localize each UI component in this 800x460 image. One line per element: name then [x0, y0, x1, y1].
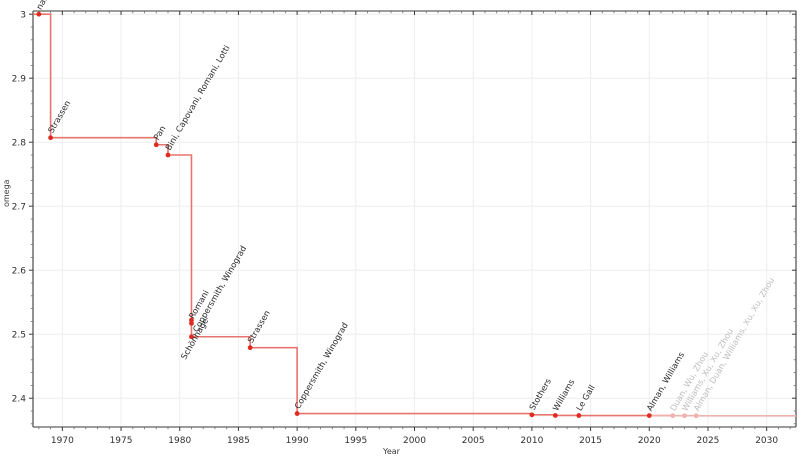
- data-point: [165, 152, 171, 158]
- data-point: [576, 413, 582, 418]
- data-point: [247, 345, 253, 351]
- x-tick-label: 1970: [51, 436, 74, 446]
- x-tick-label: 2005: [462, 436, 485, 446]
- data-point: [48, 135, 54, 141]
- x-tick-label: 2000: [403, 436, 426, 446]
- y-axis-title: omega: [2, 179, 11, 207]
- data-point: [529, 412, 535, 418]
- x-tick-label: 2010: [520, 436, 543, 446]
- data-point: [36, 11, 42, 17]
- y-tick-label: 2.5: [12, 331, 26, 341]
- x-tick-label: 1975: [110, 436, 133, 446]
- x-tick-label: 2025: [697, 436, 720, 446]
- x-tick-label: 1990: [286, 436, 309, 446]
- x-tick-label: 1995: [344, 436, 367, 446]
- x-tick-label: 1985: [227, 436, 250, 446]
- y-tick-label: 3: [20, 11, 26, 21]
- y-tick-label: 2.6: [12, 267, 27, 277]
- y-tick-label: 2.7: [12, 203, 26, 213]
- data-point: [189, 320, 194, 326]
- x-axis-title: Year: [383, 447, 400, 456]
- x-tick-label: 2015: [579, 436, 602, 446]
- x-tick-label: 2020: [638, 436, 661, 446]
- y-tick-label: 2.4: [12, 395, 27, 405]
- data-point: [693, 413, 699, 419]
- data-point: [552, 413, 558, 418]
- data-point: [189, 334, 194, 340]
- data-point: [646, 413, 652, 419]
- data-point: [294, 411, 300, 416]
- x-tick-label: 1980: [168, 436, 191, 446]
- data-point: [153, 142, 159, 148]
- x-tick-label: 2030: [755, 436, 778, 446]
- y-tick-label: 2.9: [12, 75, 27, 85]
- data-point-label: naive: [34, 0, 54, 11]
- y-tick-label: 2.8: [12, 139, 27, 149]
- data-point: [682, 413, 687, 419]
- data-point: [670, 413, 676, 419]
